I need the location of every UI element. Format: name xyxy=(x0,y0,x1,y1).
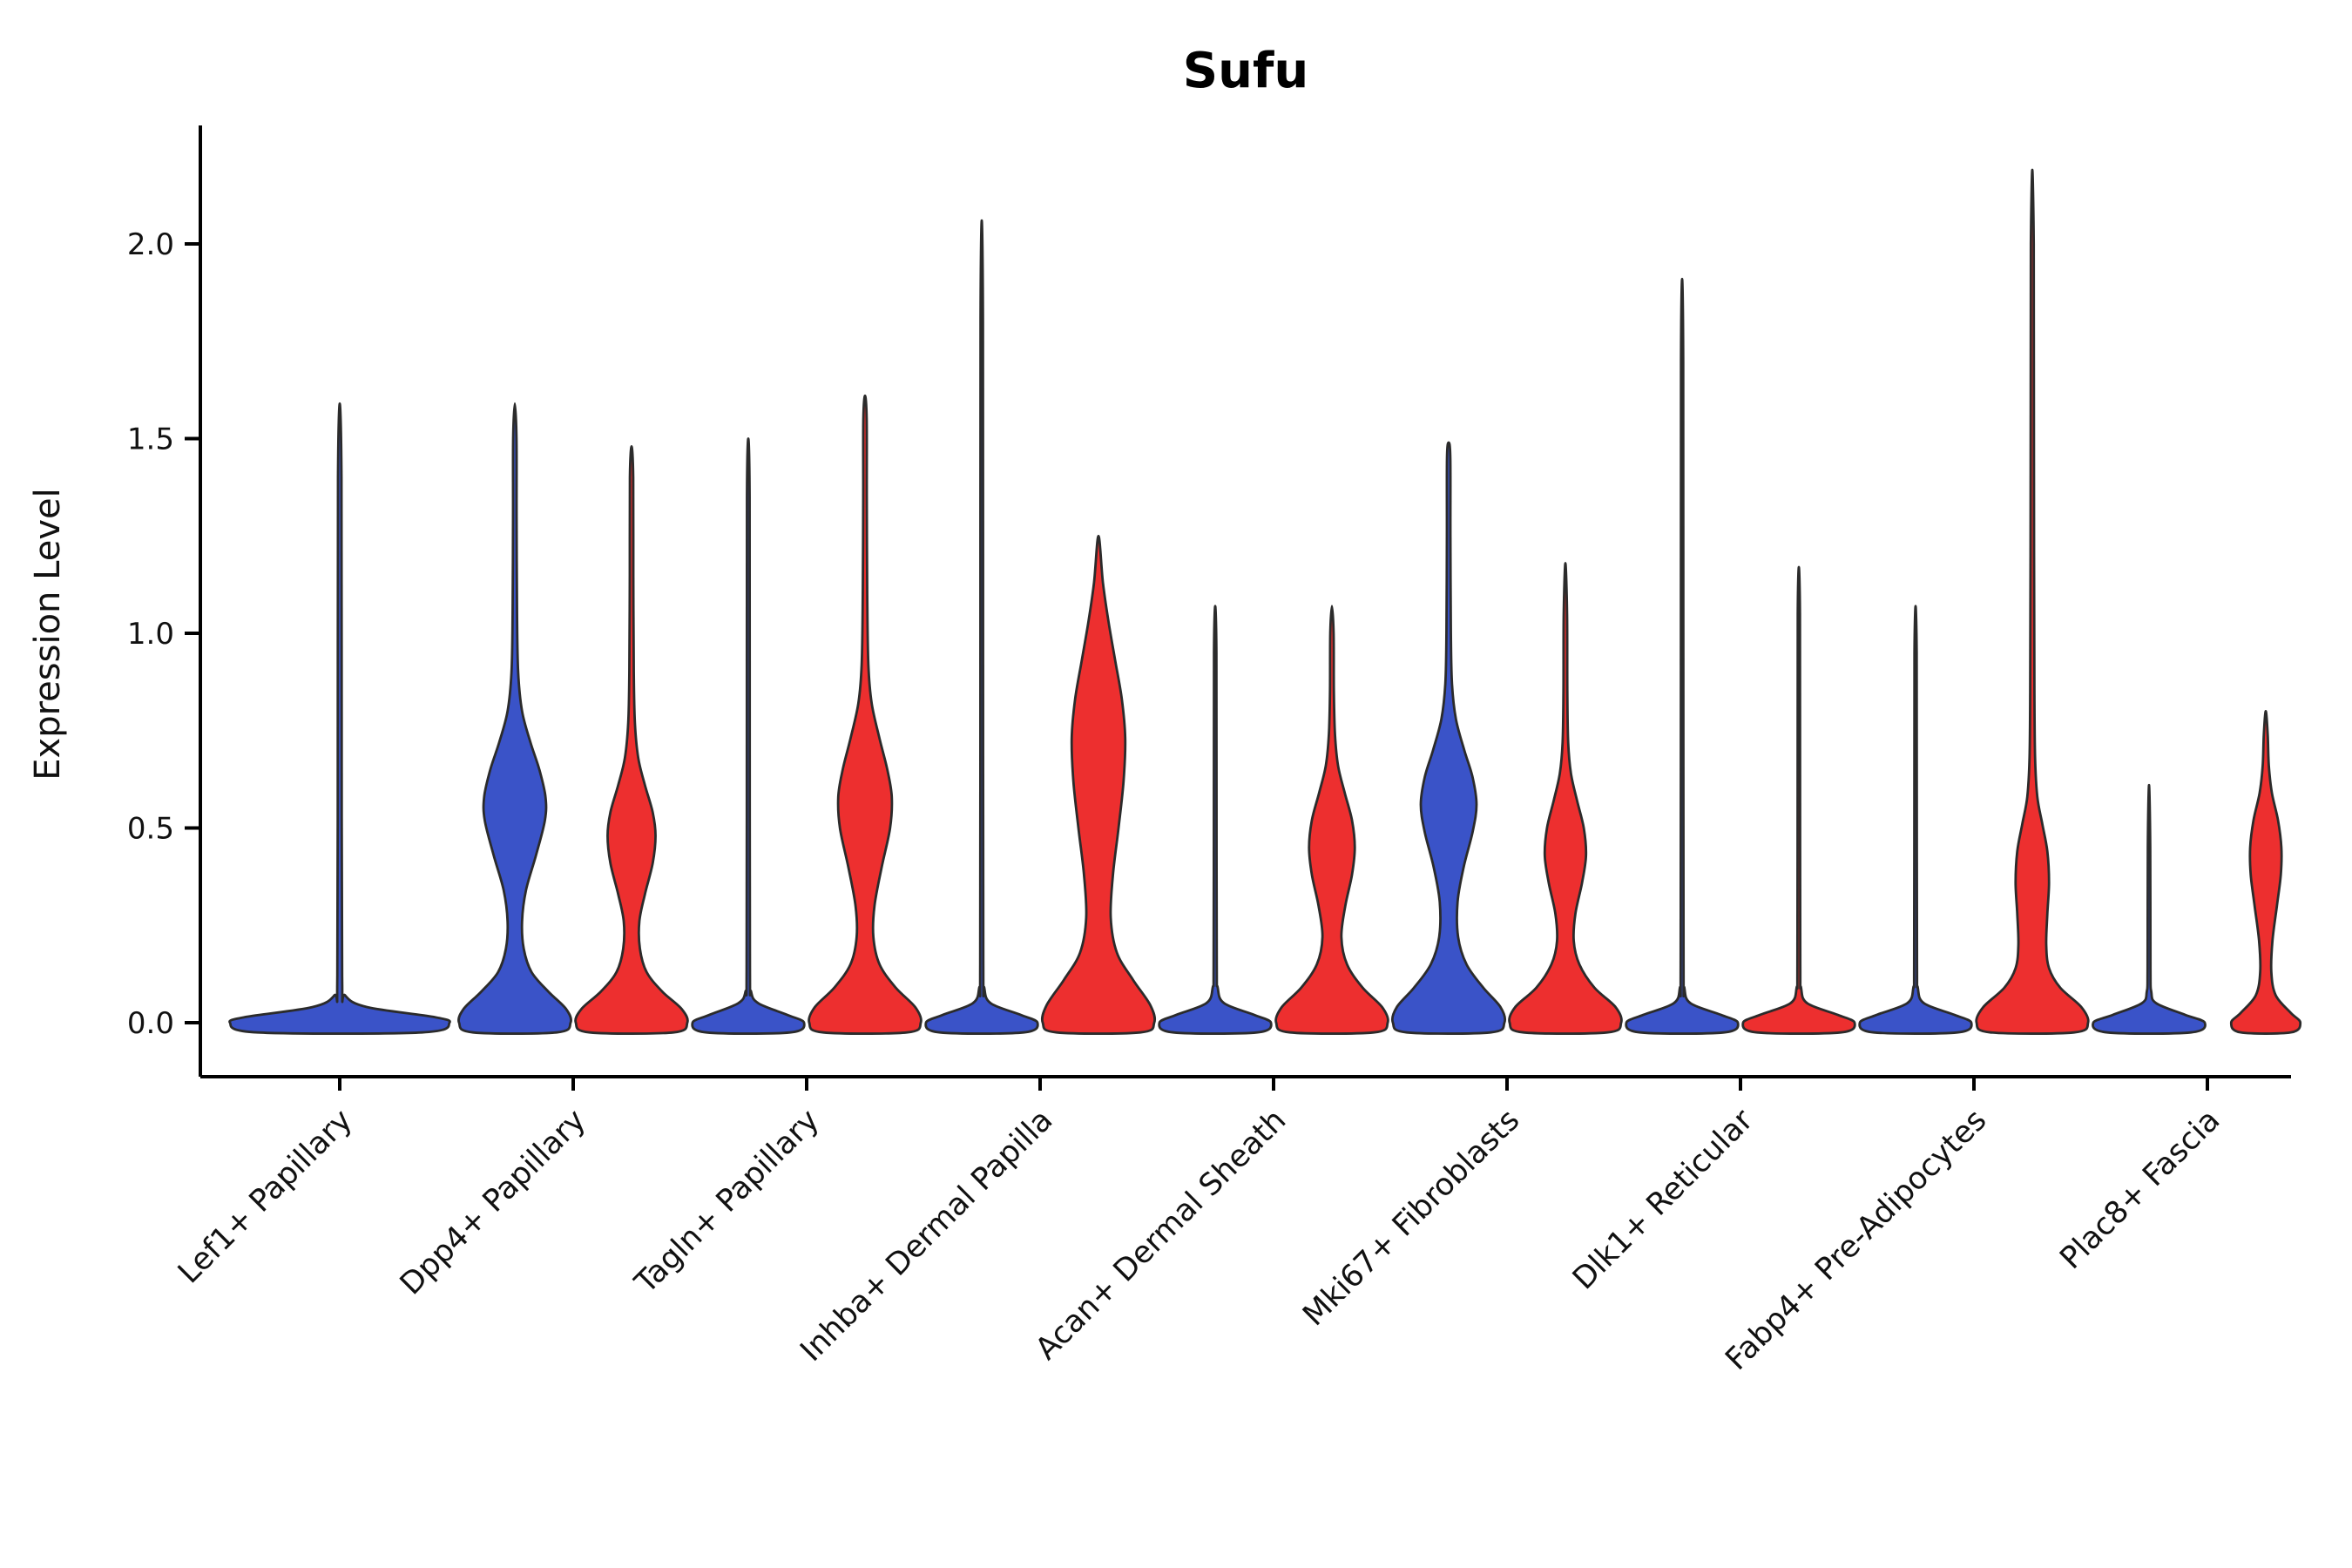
y-tick-label: 2.0 xyxy=(127,227,174,262)
violin-7-left xyxy=(1858,605,1973,1035)
y-tick-label: 1.0 xyxy=(127,617,174,652)
violin-0-center xyxy=(228,402,451,1035)
x-tick-label: Lef1+ Papillary xyxy=(172,1103,359,1290)
x-tick-label: Plac8+ Fascia xyxy=(2053,1103,2227,1276)
violin-8-right xyxy=(2229,710,2302,1035)
violin-1-left xyxy=(457,402,572,1035)
violin-5-right xyxy=(1508,562,1623,1035)
chart-title: Sufu xyxy=(1183,43,1308,99)
x-tick-label: Dpp4+ Papillary xyxy=(394,1103,592,1301)
x-tick-label: Dlk1+ Reticular xyxy=(1566,1103,1761,1297)
x-tick-label: Fabp4+ Pre-Adipocytes xyxy=(1719,1103,1993,1377)
violin-1-right xyxy=(574,445,689,1035)
violin-3-right xyxy=(1040,534,1157,1035)
y-axis-label: Expression Level xyxy=(28,488,68,780)
x-tick-label: Acan+ Dermal Sheath xyxy=(1029,1103,1293,1367)
x-tick-label: Tagln+ Papillary xyxy=(628,1103,826,1301)
violin-6-left xyxy=(1625,277,1740,1035)
violin-6-right xyxy=(1741,565,1856,1035)
y-tick-label: 0.0 xyxy=(127,1006,174,1041)
plot-area: 0.0 0.5 1.0 1.5 2.0 Lef1+ Papillary Dpp4+ Papi… xyxy=(127,125,2302,1377)
x-tick-label: Inhba+ Dermal Papilla xyxy=(794,1103,1059,1369)
violin-2-left xyxy=(691,437,806,1035)
violin-7-right xyxy=(1975,168,2090,1035)
violin-2-right xyxy=(808,394,923,1035)
violin-8-left xyxy=(2092,783,2207,1035)
y-tick-label: 0.5 xyxy=(127,812,174,847)
violin-4-right xyxy=(1274,605,1389,1035)
violin-4-left xyxy=(1158,605,1273,1035)
violin-5-left xyxy=(1390,441,1507,1035)
violin-3-left xyxy=(924,219,1039,1035)
x-tick-label: Mki67+ Fibroblasts xyxy=(1296,1103,1526,1333)
y-tick-label: 1.5 xyxy=(127,422,174,457)
